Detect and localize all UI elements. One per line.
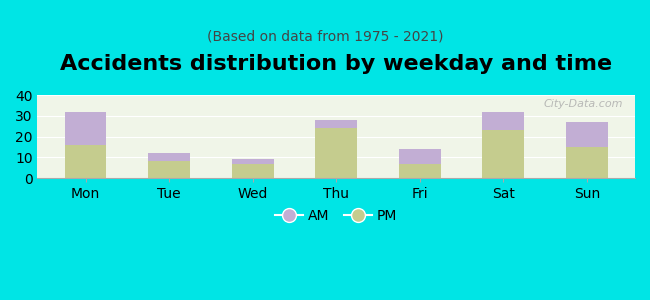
Bar xyxy=(315,128,357,178)
Title: Accidents distribution by weekday and time: Accidents distribution by weekday and ti… xyxy=(60,54,612,74)
Bar xyxy=(232,159,274,164)
Bar xyxy=(566,122,608,147)
Bar xyxy=(64,112,107,145)
Bar xyxy=(399,149,441,164)
Bar xyxy=(315,120,357,128)
Bar xyxy=(566,147,608,178)
Bar xyxy=(232,164,274,178)
Bar xyxy=(148,161,190,178)
Bar xyxy=(399,164,441,178)
Bar xyxy=(482,130,525,178)
Legend: AM, PM: AM, PM xyxy=(270,203,403,229)
Bar xyxy=(482,112,525,130)
Bar xyxy=(64,145,107,178)
Bar xyxy=(148,153,190,161)
Text: (Based on data from 1975 - 2021): (Based on data from 1975 - 2021) xyxy=(207,29,443,43)
Text: City-Data.com: City-Data.com xyxy=(543,99,623,109)
